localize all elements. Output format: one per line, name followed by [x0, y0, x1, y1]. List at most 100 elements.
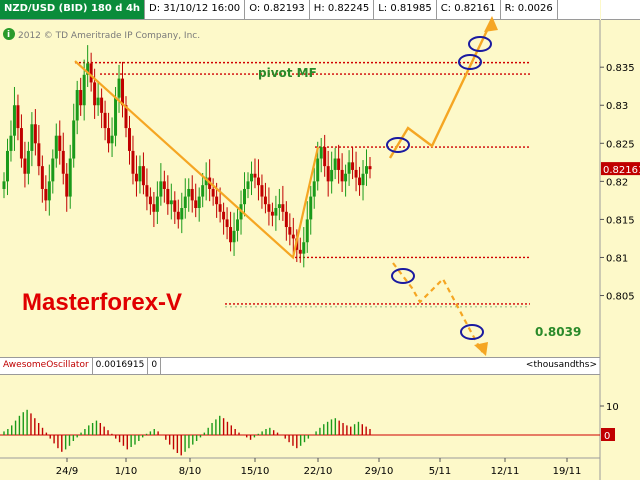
- x-tick-label: 24/9: [56, 466, 78, 477]
- candle: [201, 185, 205, 197]
- watermark-label: Masterforex-V: [22, 289, 182, 316]
- candle: [58, 135, 62, 151]
- candle: [211, 188, 215, 197]
- projection-up: [388, 19, 494, 159]
- candle: [16, 105, 20, 129]
- candle: [124, 105, 128, 129]
- symbol-label[interactable]: NZD/USD (BID) 180 d 4h: [0, 0, 146, 19]
- candle: [110, 135, 114, 144]
- candle: [291, 234, 295, 239]
- x-tick-label: 15/10: [241, 466, 270, 477]
- candle: [249, 173, 253, 182]
- candle: [236, 219, 240, 231]
- bar-open: O: 0.82193: [245, 0, 310, 19]
- oscillator-extra: 0: [148, 358, 162, 374]
- candle: [312, 181, 316, 197]
- marker-ellipse: [460, 324, 484, 340]
- bar-high: H: 0.82245: [310, 0, 375, 19]
- bar-date: D: 31/10/12 16:00: [145, 0, 246, 19]
- candle: [89, 63, 93, 83]
- candle: [93, 82, 97, 106]
- candle: [82, 74, 86, 106]
- toolbar-corner: [601, 0, 640, 20]
- candle: [305, 219, 309, 243]
- candle: [117, 78, 121, 98]
- bar-close: C: 0.82161: [437, 0, 501, 19]
- candle: [284, 211, 288, 228]
- candle: [222, 211, 226, 220]
- candle: [256, 177, 260, 186]
- last-price-tag: [601, 162, 640, 176]
- candle: [100, 97, 104, 113]
- candle: [344, 173, 348, 182]
- oscillator-value: 0.0016915: [93, 358, 149, 374]
- candle: [145, 185, 149, 197]
- osc-zero-tag: [601, 428, 615, 441]
- candle: [2, 181, 6, 189]
- candle: [225, 219, 229, 228]
- marker-ellipse: [468, 36, 492, 52]
- info-icon[interactable]: [3, 28, 15, 40]
- candle: [260, 185, 264, 197]
- candle: [169, 200, 173, 205]
- candle: [155, 196, 159, 212]
- candle: [72, 120, 76, 159]
- candle: [33, 124, 37, 144]
- oscillator-name[interactable]: AwesomeOscillator: [0, 358, 93, 374]
- candle: [148, 196, 152, 205]
- candle: [176, 211, 180, 220]
- candle: [309, 196, 313, 220]
- target-low-label: 0.8039: [535, 325, 581, 339]
- y-tick-label: 0.825: [606, 139, 635, 150]
- x-tick-label: 12/11: [491, 466, 520, 477]
- candle: [107, 128, 111, 144]
- y-tick-label: 0.815: [606, 215, 635, 226]
- candle: [152, 204, 156, 212]
- candle: [347, 162, 351, 174]
- candle: [127, 128, 131, 151]
- info-icon-glyph: i: [7, 30, 10, 40]
- candle: [333, 158, 337, 170]
- candle: [40, 166, 44, 189]
- candle: [316, 158, 320, 182]
- x-tick-label: 5/11: [429, 466, 451, 477]
- candle: [204, 177, 208, 186]
- candle: [232, 230, 236, 243]
- trend-line: [74, 60, 320, 260]
- candle: [267, 204, 271, 212]
- candle: [131, 150, 135, 174]
- candle: [229, 227, 233, 243]
- candle: [281, 204, 285, 212]
- projection-down-arrow: [474, 342, 488, 356]
- marker-ellipse: [386, 137, 410, 153]
- candle: [159, 181, 163, 197]
- candle: [183, 196, 187, 208]
- candle: [187, 188, 191, 197]
- pivot-label: pivot MF: [258, 66, 317, 80]
- candle: [173, 200, 177, 212]
- candle: [253, 173, 257, 178]
- candle: [270, 211, 274, 216]
- candle: [358, 177, 362, 186]
- candle: [61, 150, 65, 174]
- candle: [180, 207, 184, 220]
- y-tick-label: 0.81: [606, 253, 628, 264]
- x-tick-label: 1/10: [115, 466, 137, 477]
- candle: [368, 166, 372, 170]
- candle: [277, 204, 281, 208]
- candle: [103, 112, 107, 129]
- candle: [96, 97, 100, 106]
- candle: [330, 169, 334, 182]
- candle: [166, 188, 170, 205]
- candle: [9, 135, 13, 151]
- candle: [288, 227, 292, 235]
- candle: [361, 173, 365, 186]
- candle: [114, 97, 118, 136]
- candle: [340, 169, 344, 182]
- candle: [19, 128, 23, 159]
- candle: [51, 158, 55, 182]
- candle: [197, 196, 201, 208]
- bar-range: R: 0.0026: [501, 0, 558, 19]
